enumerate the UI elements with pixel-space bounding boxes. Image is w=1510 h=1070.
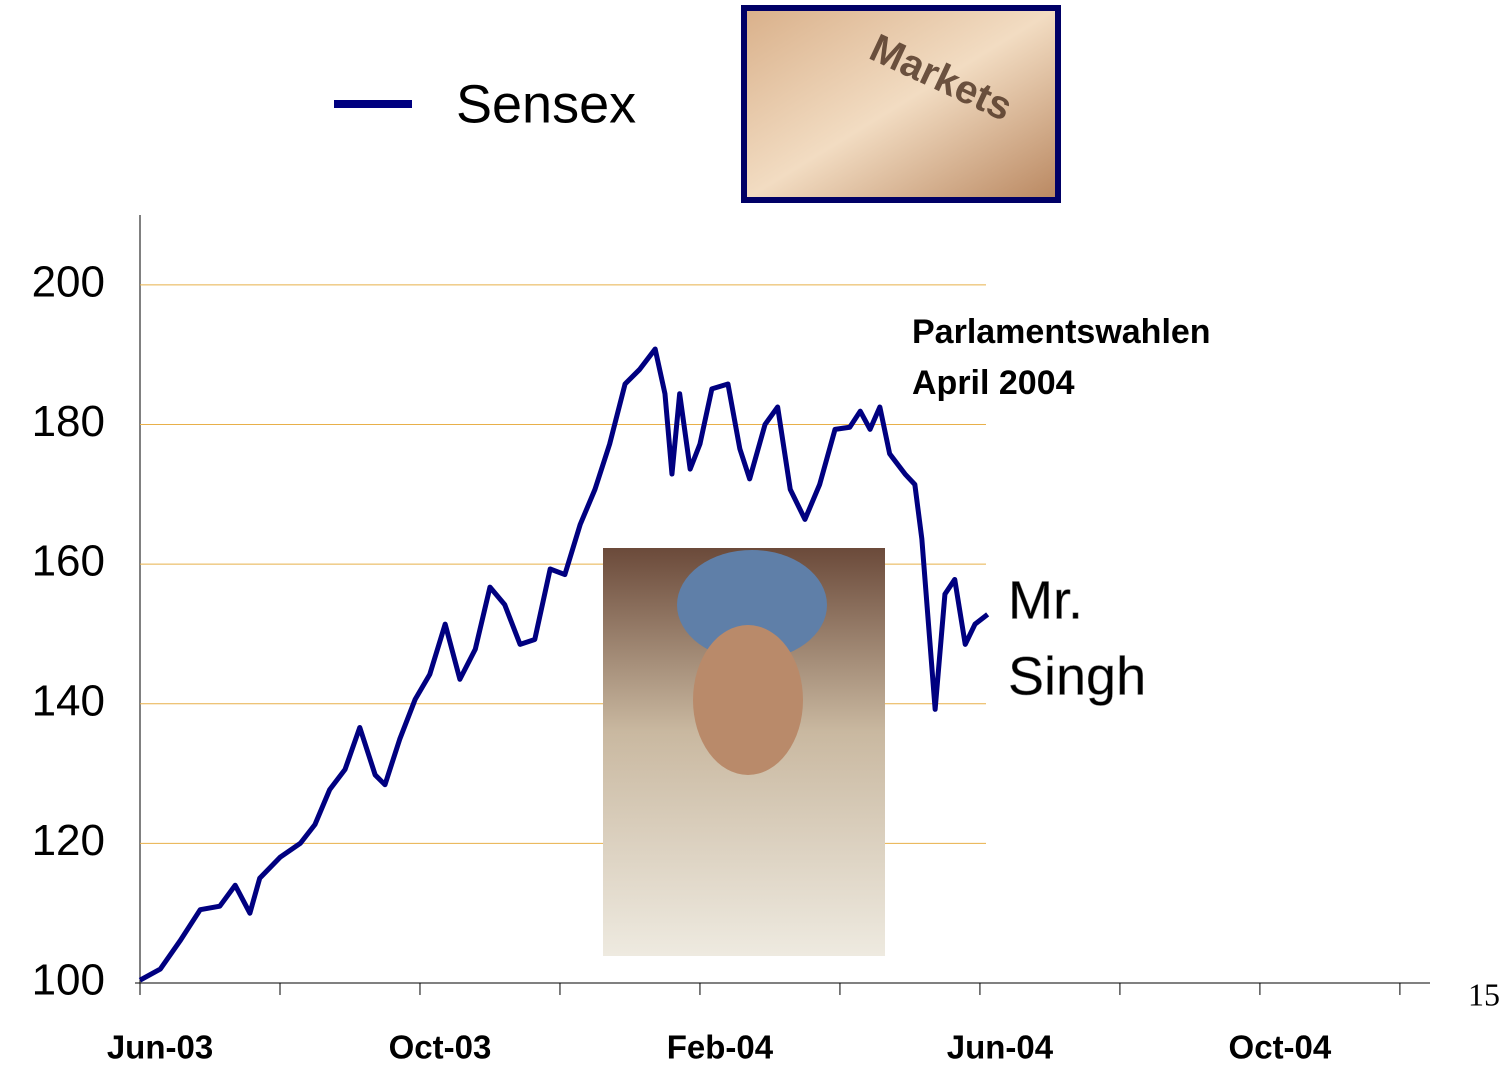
annotation: April 2004 (912, 364, 1075, 402)
x-tick-label: Jun-04 (947, 1029, 1054, 1066)
page-number: 15 (1468, 976, 1500, 1012)
y-tick-label: 180 (32, 397, 105, 446)
x-tick-label: Jun-03 (107, 1029, 213, 1066)
legend-label: Sensex (456, 74, 636, 134)
photo-detail (693, 625, 803, 775)
photo-caption: Singh (1008, 646, 1146, 706)
annotation: Parlamentswahlen (912, 313, 1211, 351)
x-tick-label: Oct-03 (389, 1029, 492, 1066)
photo-caption: Mr. (1008, 570, 1083, 630)
series-line (138, 346, 990, 983)
x-tick-label: Feb-04 (667, 1029, 774, 1066)
y-tick-label: 160 (32, 537, 105, 586)
y-tick-label: 120 (32, 816, 105, 865)
y-tick-label: 100 (32, 956, 105, 1005)
photo-detail (677, 550, 827, 660)
y-tick-label: 140 (32, 676, 105, 725)
y-tick-label: 200 (32, 257, 105, 306)
markets-image (741, 5, 1061, 203)
x-tick-label: Oct-04 (1229, 1029, 1332, 1066)
